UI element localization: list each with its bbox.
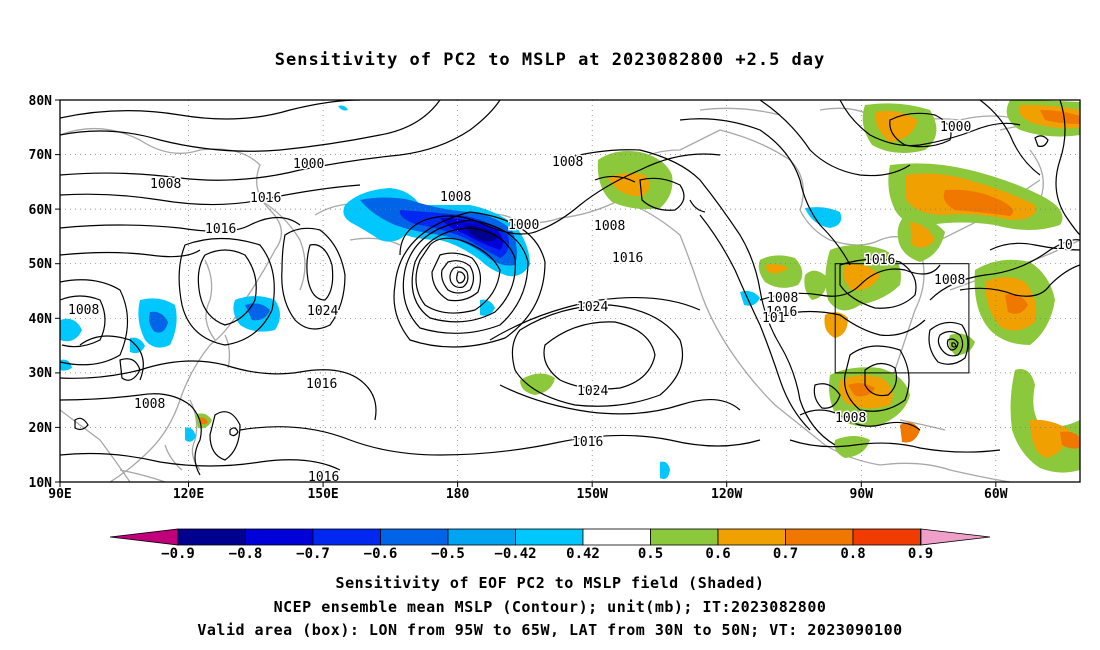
map-frame [59, 99, 1081, 483]
contour-label: 1008 [835, 411, 866, 426]
lon-label: 90E [48, 487, 71, 502]
lon-label: 150W [577, 487, 608, 502]
contour-label: 1008 [552, 155, 583, 170]
positive-sensitivity-shading [195, 100, 1080, 473]
colorbar-cell [177, 528, 246, 546]
colorbar-cell [650, 528, 719, 546]
colorbar-tick: 0.8 [840, 546, 865, 562]
colorbar-tick: −0.7 [296, 546, 330, 562]
mslp-contours [60, 100, 1080, 476]
contour-label: 1008 [440, 190, 471, 205]
contour-label: 1016 [766, 305, 797, 320]
colorbar-tick: 0.9 [908, 546, 933, 562]
contour-label: 1016 [572, 435, 603, 450]
colorbar-cell [515, 528, 584, 546]
colorbar-cell [852, 528, 921, 546]
lat-label: 20N [29, 421, 53, 436]
lat-label: 60N [29, 203, 53, 218]
negative-sensitivity-shading [60, 105, 842, 479]
contour-label: 1000 [508, 218, 539, 233]
colorbar-cell [109, 528, 179, 546]
contour-label: 1016 [306, 377, 337, 392]
contour-label: 1008 [134, 397, 165, 412]
contour-label: 101 [762, 311, 785, 326]
caption-shaded: Sensitivity of EOF PC2 to MSLP field (Sh… [335, 574, 765, 592]
contour-labels: 1000 1008 1016 1016 1008 1008 1000 1008 … [67, 119, 1075, 485]
contour-label: 1016 [864, 253, 895, 268]
colorbar-cell [920, 528, 991, 546]
contour-label: 1016 [250, 191, 281, 206]
longitude-axis: 90E 120E 150E 180 150W 120W 90W 60W [48, 482, 1008, 502]
colorbar-cell [717, 528, 786, 546]
latitude-axis: 80N 70N 60N 50N 40N 30N 20N 10N [29, 94, 60, 491]
colorbar-cell [582, 528, 651, 546]
lat-label: 10N [29, 476, 53, 491]
colorbar-tick: 0.7 [773, 546, 798, 562]
lon-label: 90W [850, 487, 874, 502]
colorbar-cell [380, 528, 449, 546]
colorbar-tick: −0.42 [494, 546, 536, 562]
lon-label: 120E [173, 487, 204, 502]
contour-label: 1000 [293, 157, 324, 172]
contour-label: 1016 [308, 470, 339, 485]
colorbar-tick: 0.42 [566, 546, 600, 562]
caption-valid-area: Valid area (box): LON from 95W to 65W, L… [197, 621, 903, 639]
contour-label: 10 [1057, 238, 1073, 253]
colorbar-cell [447, 528, 516, 546]
lon-label: 60W [984, 487, 1008, 502]
lat-label: 70N [29, 148, 53, 163]
colorbar-cell [245, 528, 314, 546]
colorbar-tick-labels: −0.9 −0.8 −0.7 −0.6 −0.5 −0.42 0.42 0.5 … [161, 546, 933, 562]
colorbar-cell [785, 528, 854, 546]
colorbar [109, 528, 991, 546]
map-plot-area: 1000 1008 1016 1016 1008 1008 1000 1008 … [60, 100, 1080, 485]
lat-label: 50N [29, 257, 53, 272]
colorbar-cell [312, 528, 381, 546]
colorbar-tick: −0.5 [431, 546, 465, 562]
lat-label: 80N [29, 94, 53, 109]
lon-label: 180 [446, 487, 470, 502]
contour-label: 1008 [150, 177, 181, 192]
colorbar-tick: 0.6 [705, 546, 730, 562]
colorbar-tick: −0.9 [161, 546, 195, 562]
contour-label: 1000 [940, 120, 971, 135]
lon-label: 150E [307, 487, 338, 502]
caption-contour: NCEP ensemble mean MSLP (Contour); unit(… [273, 598, 827, 616]
contour-label: 1024 [307, 304, 338, 319]
contour-label: 1008 [934, 273, 965, 288]
contour-label: 1008 [68, 303, 99, 318]
lat-label: 40N [29, 312, 53, 327]
contour-label: 1024 [577, 384, 608, 399]
contour-label: 1016 [612, 251, 643, 266]
lon-label: 120W [711, 487, 742, 502]
colorbar-tick: 0.5 [638, 546, 663, 562]
contour-label: 1008 [767, 291, 798, 306]
contour-label: 1008 [594, 219, 625, 234]
lat-label: 30N [29, 366, 53, 381]
contour-label: 1024 [577, 300, 608, 315]
valid-area-box [834, 263, 970, 374]
contour-label: 1016 [205, 222, 236, 237]
map-title: Sensitivity of PC2 to MSLP at 2023082800… [274, 50, 826, 70]
colorbar-tick: −0.8 [229, 546, 263, 562]
colorbar-tick: −0.6 [364, 546, 398, 562]
